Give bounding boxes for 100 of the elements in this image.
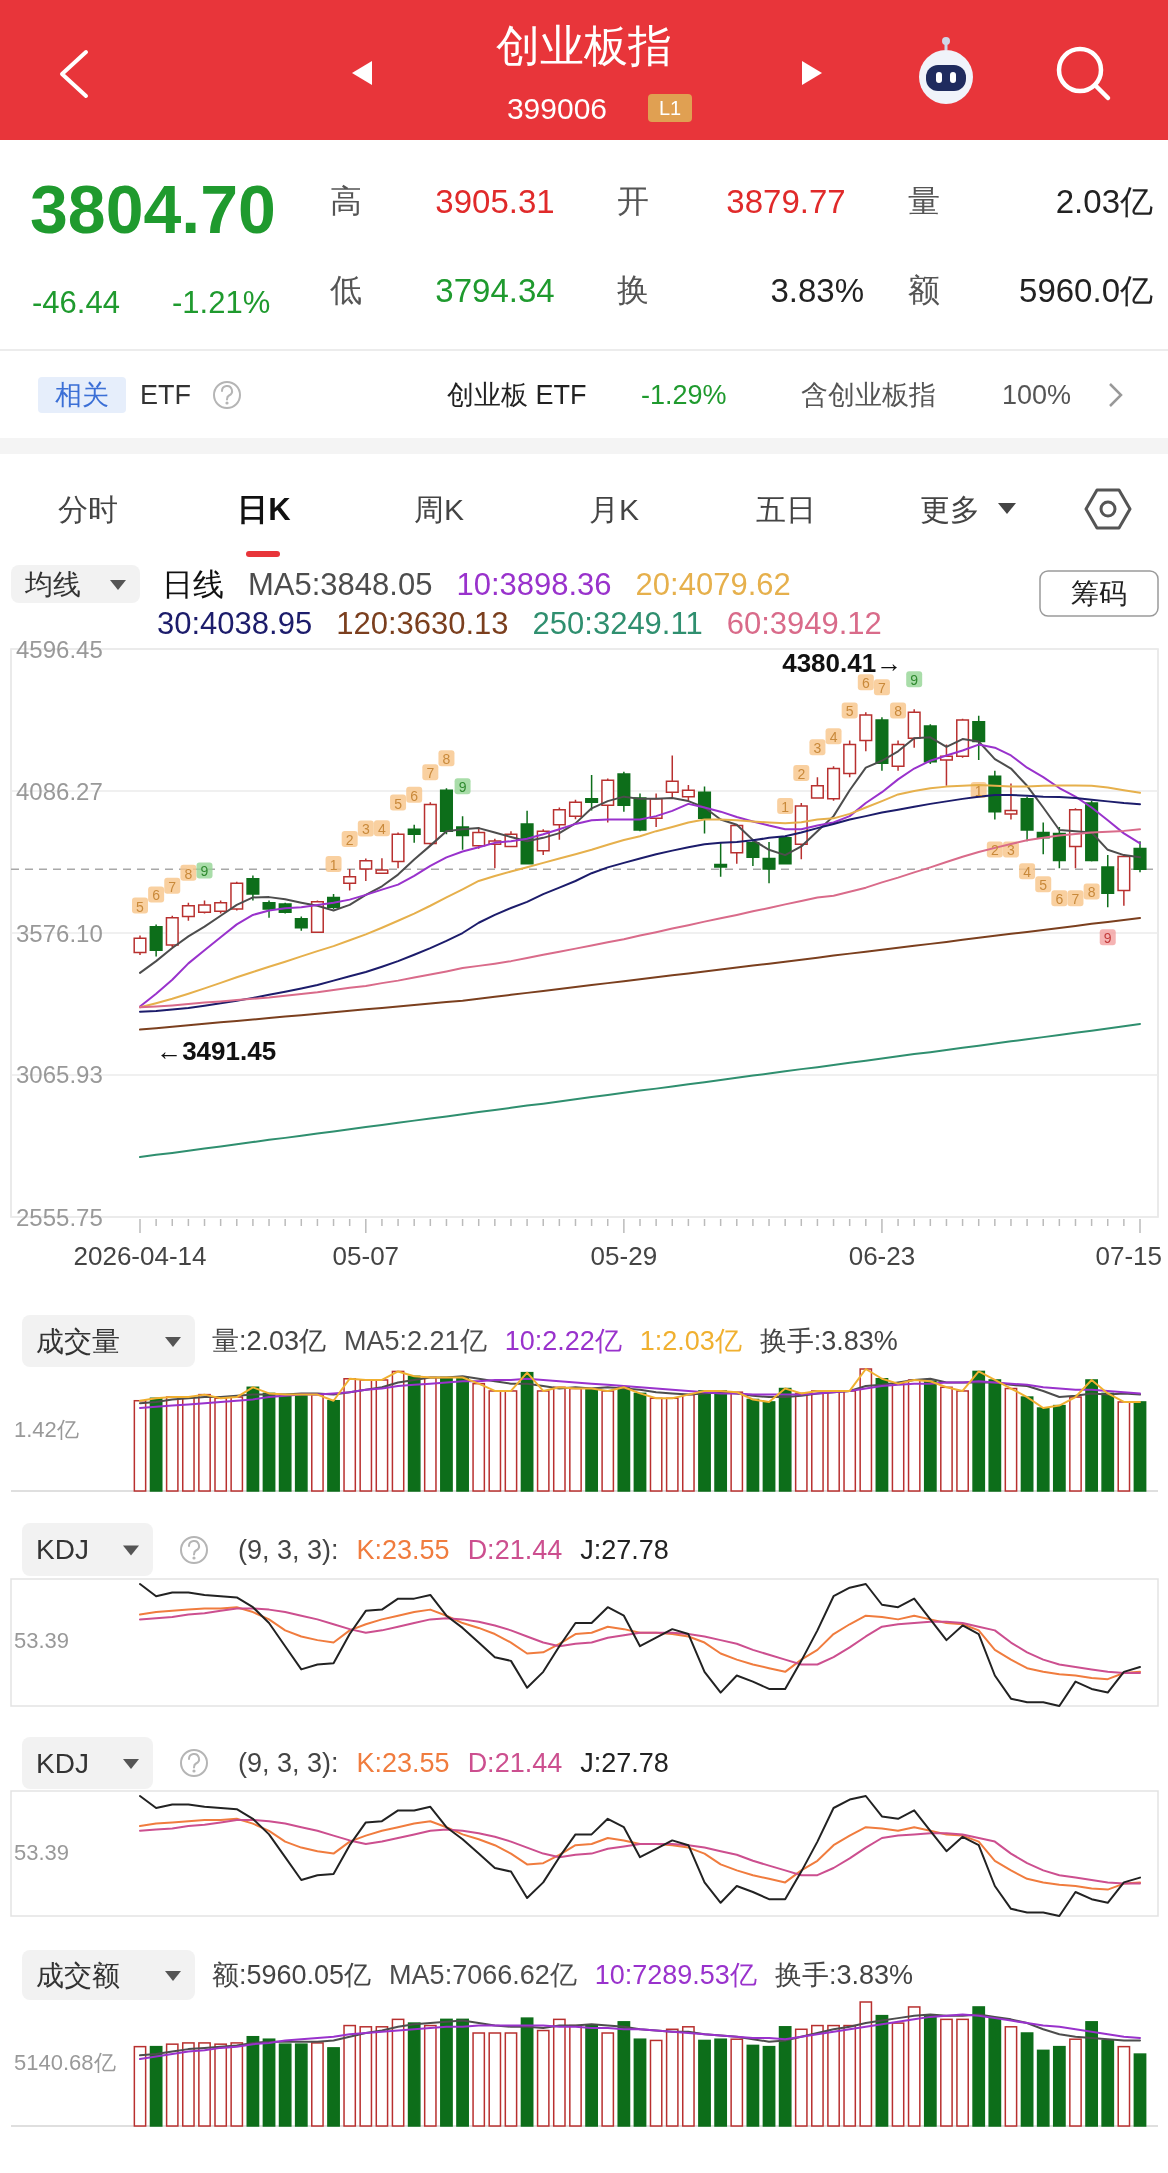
candlestick (1052, 826, 1066, 869)
bar (456, 2018, 469, 2127)
bar (181, 1396, 195, 1492)
series-label: K:23.55 (356, 1535, 450, 1565)
candlestick (520, 810, 534, 866)
text: 10:3898.36 (456, 566, 612, 602)
bar (1052, 1404, 1066, 1492)
bar (811, 2024, 824, 2127)
bar (746, 2044, 760, 2127)
text: 相关 (55, 380, 109, 410)
annotation: 7 (1071, 891, 1080, 908)
y-tick-label: 3576.10 (16, 919, 103, 947)
bar (633, 2038, 647, 2127)
bar (294, 2043, 308, 2127)
text: 量:2.03亿 (212, 1326, 327, 1356)
annotation: ←3491.45 (156, 1035, 277, 1066)
bar (601, 2032, 615, 2127)
bar (649, 2039, 663, 2127)
bar (214, 2043, 228, 2127)
text: 周K (413, 492, 465, 526)
annotation: 5 (845, 703, 854, 720)
text: D:21.44 (467, 1535, 563, 1565)
candlestick (294, 915, 308, 932)
series-label: MA5:2.21亿 (344, 1326, 487, 1356)
candlestick (181, 901, 195, 922)
bar (972, 1370, 986, 1492)
bar (343, 2024, 357, 2127)
candlestick (230, 881, 244, 912)
text: 分时 (58, 492, 118, 526)
bar (149, 1397, 163, 1492)
bar (843, 2024, 857, 2127)
text: 250:3249.11 (532, 605, 703, 641)
annotation: 1 (974, 782, 983, 799)
text: -46.44 (32, 284, 120, 320)
bar (988, 1379, 1002, 1492)
text: 120:3630.13 (336, 605, 509, 641)
candlestick (859, 711, 873, 753)
annotation: 5 (394, 795, 403, 812)
candlestick (601, 777, 615, 824)
series-label: D:21.44 (467, 1748, 563, 1778)
candlestick (165, 915, 179, 948)
candlestick (681, 784, 695, 802)
bar (198, 2042, 211, 2127)
bar (407, 2022, 421, 2127)
bar (327, 1399, 340, 1492)
chart-title: KDJ (36, 1534, 89, 1565)
text: 3.83% (770, 271, 864, 309)
x-tick-label: 05-07 (332, 1241, 400, 1271)
bar (520, 2017, 534, 2127)
text: 高 (330, 183, 362, 219)
bar (278, 2043, 292, 2127)
candlestick (552, 806, 566, 841)
text: 日K (237, 491, 292, 527)
bar (601, 1390, 615, 1492)
bar (649, 1397, 663, 1492)
bar (891, 2022, 905, 2127)
candlestick (972, 714, 986, 761)
bar (311, 2042, 324, 2127)
series-label: K:23.55 (356, 1748, 450, 1778)
text: 2.03亿 (1055, 182, 1153, 220)
bar (311, 1393, 324, 1492)
text: -1.29% (641, 380, 727, 410)
bar (230, 2042, 244, 2127)
annotation: 8 (184, 865, 193, 882)
text: 53.39 (14, 1839, 70, 1865)
bar (956, 2018, 969, 2127)
candlestick (714, 842, 728, 878)
candlestick (568, 798, 583, 820)
bar (617, 1386, 631, 1492)
bar (294, 1393, 308, 1492)
bar (665, 2028, 679, 2127)
y-tick-label: 3065.93 (16, 1061, 103, 1089)
bar (504, 2032, 518, 2127)
bar (762, 1401, 776, 1492)
bar (440, 2018, 453, 2127)
candlestick (617, 771, 631, 813)
text: 均线 (24, 568, 81, 600)
annotation: 6 (1055, 891, 1064, 908)
chart-title: KDJ (36, 1747, 89, 1779)
bar (375, 2026, 389, 2127)
bar (875, 1378, 889, 1492)
bar (1004, 1387, 1018, 1492)
bar (1004, 2026, 1018, 2127)
candlestick (149, 923, 163, 958)
text: 量 (908, 183, 940, 219)
text: MA5:3848.05 (248, 566, 433, 602)
text: 5140.68亿 (14, 2049, 116, 2075)
bar (875, 2014, 889, 2127)
text: 20:4079.62 (635, 566, 791, 602)
bar (617, 2021, 631, 2127)
candlestick (746, 840, 760, 867)
text: 额:5960.05亿 (212, 1960, 372, 1990)
candlestick (439, 787, 454, 835)
bar (230, 1396, 244, 1492)
candlestick (907, 708, 921, 749)
bar (488, 2032, 502, 2127)
bar (940, 1386, 953, 1492)
annotation: 3 (1007, 842, 1016, 859)
x-tick-label: 06-23 (848, 1241, 916, 1271)
bar (472, 1382, 486, 1492)
